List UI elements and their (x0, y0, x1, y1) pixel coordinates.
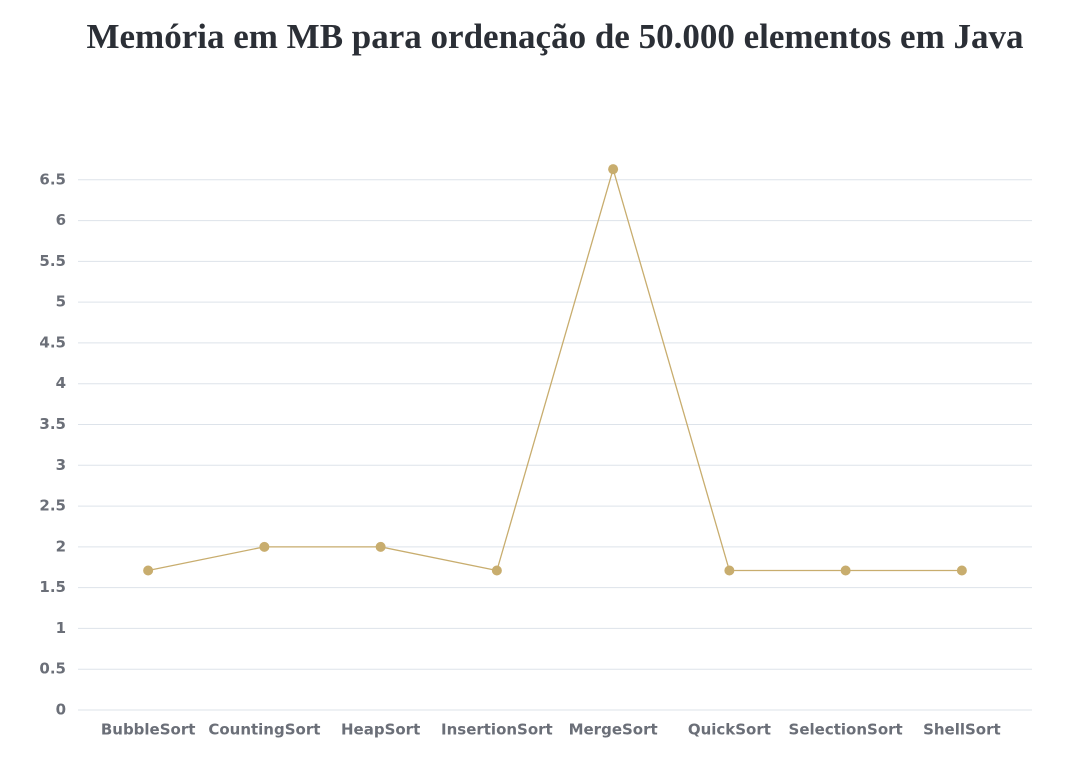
x-tick-label: HeapSort (341, 721, 420, 739)
y-tick-label: 3.5 (39, 415, 66, 433)
y-tick-label: 1 (56, 619, 66, 637)
chart-title: Memória em MB para ordenação de 50.000 e… (86, 17, 1023, 56)
x-tick-label: MergeSort (569, 721, 658, 739)
y-tick-label: 2.5 (39, 497, 66, 515)
y-tick-label: 5 (56, 293, 66, 311)
data-line (147, 166, 962, 572)
y-tick-label: 2 (56, 537, 66, 555)
y-tick-label: 4.5 (39, 333, 66, 351)
y-tick-label: 6 (56, 211, 66, 229)
x-tick-label: QuickSort (688, 721, 771, 739)
x-tick-label: CountingSort (208, 721, 320, 739)
data-point (608, 164, 619, 175)
data-point (259, 541, 270, 552)
x-tick-label: InsertionSort (441, 721, 553, 739)
data-point (491, 565, 502, 576)
y-tick-label: 0 (56, 701, 66, 719)
data-point (956, 565, 967, 576)
data-point (840, 565, 851, 576)
y-tick-label: 3 (56, 456, 66, 474)
x-tick-label: ShellSort (923, 721, 1001, 739)
data-point (143, 565, 154, 576)
x-tick-label: SelectionSort (789, 721, 903, 739)
y-tick-label: 4 (56, 374, 66, 392)
y-tick-label: 6.5 (39, 170, 66, 188)
y-tick-label: 1.5 (39, 578, 66, 596)
y-tick-label: 0.5 (39, 660, 66, 678)
data-point (375, 541, 386, 552)
data-point (724, 565, 735, 576)
x-tick-label: BubbleSort (101, 721, 196, 739)
y-tick-label: 5.5 (39, 252, 66, 270)
